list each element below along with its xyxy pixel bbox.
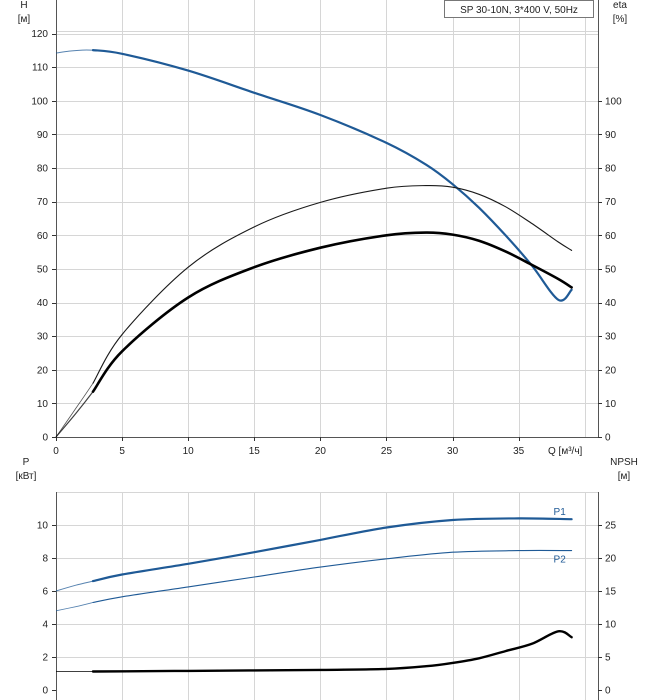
- top-right-tick-label: 70: [605, 197, 617, 208]
- bottom-panel-ticks: 0 2 4 6 8 10 0 5 10 15 20 25: [37, 521, 617, 697]
- x-tick-label: 5: [119, 446, 125, 457]
- top-eta-curve: [92, 185, 573, 384]
- bottom-p2-extension: [55, 602, 94, 612]
- bottom-right-tick-label: 20: [605, 554, 617, 565]
- top-right-tick-label: 0: [605, 433, 611, 444]
- x-tick-label: 10: [183, 446, 195, 457]
- bottom-npsh-curve: [91, 629, 573, 673]
- top-right-tick-label: 20: [605, 365, 617, 376]
- top-right-axis-title: eta: [613, 0, 627, 11]
- top-left-tick-label: 60: [37, 231, 49, 242]
- bottom-panel-grid: [56, 492, 598, 700]
- x-tick-label: 20: [315, 446, 327, 457]
- bottom-right-axis-unit: [м]: [618, 471, 631, 482]
- bottom-p1-curve: [91, 517, 573, 583]
- top-left-tick-label: 70: [37, 197, 49, 208]
- top-h-curve: [91, 49, 573, 302]
- bottom-panel-series: P1 P2: [55, 507, 573, 673]
- top-right-axis-unit: [%]: [613, 14, 628, 25]
- top-left-tick-label: 90: [37, 130, 49, 141]
- top-left-tick-label: 80: [37, 164, 49, 175]
- bottom-right-tick-label: 10: [605, 620, 617, 631]
- bottom-left-tick-label: 10: [37, 521, 49, 532]
- x-tick-label: 30: [447, 446, 459, 457]
- top-right-tick-label: 10: [605, 399, 617, 410]
- top-panel-series: [55, 49, 573, 438]
- bottom-left-tick-label: 6: [42, 587, 48, 598]
- top-left-tick-label: 110: [32, 63, 48, 74]
- top-right-tick-label: 50: [605, 264, 617, 275]
- top-panel-ticks: 0 5 10 15 20 25 30 3501020304050607080901001101…: [31, 29, 622, 457]
- top-left-tick-label: 20: [37, 365, 49, 376]
- series-label-p1: P1: [554, 507, 567, 518]
- x-axis-title: Q [м³/ч]: [548, 446, 583, 457]
- pump-title: SP 30-10N, 3*400 V, 50Hz: [460, 5, 578, 16]
- bottom-right-tick-label: 15: [605, 587, 617, 598]
- top-left-tick-label: 10: [37, 399, 49, 410]
- top-right-tick-label: 40: [605, 298, 617, 309]
- pump-title-box: [444, 0, 594, 18]
- series-label-p2: P2: [554, 555, 567, 566]
- bottom-p2-curve: [92, 549, 573, 604]
- x-tick-label: 0: [53, 446, 59, 457]
- bottom-right-tick-label: 5: [605, 653, 611, 664]
- top-right-tick-label: 30: [605, 332, 617, 343]
- x-tick-label: 25: [381, 446, 393, 457]
- bottom-left-tick-label: 2: [42, 653, 48, 664]
- top-right-tick-label: 80: [605, 164, 617, 175]
- bottom-left-axis-unit: [кВт]: [16, 471, 37, 482]
- top-left-tick-label: 100: [31, 96, 48, 107]
- top-left-tick-label: 0: [42, 433, 48, 444]
- top-left-axis-title: H: [20, 0, 27, 11]
- top-right-tick-label: 100: [605, 96, 622, 107]
- x-tick-label: 15: [249, 446, 261, 457]
- bottom-p1-extension: [55, 580, 94, 592]
- top-left-tick-label: 50: [37, 264, 49, 275]
- x-tick-label: 35: [513, 446, 525, 457]
- top-eta-total-extension: [55, 391, 94, 438]
- top-h-extension: [55, 49, 94, 54]
- top-eta-extension: [55, 382, 94, 438]
- bottom-left-tick-label: 0: [42, 686, 48, 697]
- bottom-right-tick-label: 25: [605, 521, 617, 532]
- bottom-left-tick-label: 4: [42, 620, 48, 631]
- bottom-left-axis-title: P: [23, 457, 30, 468]
- bottom-right-tick-label: 0: [605, 686, 611, 697]
- top-left-axis-unit: [м]: [18, 14, 31, 25]
- top-right-tick-label: 60: [605, 231, 617, 242]
- top-eta-total-curve: [91, 231, 573, 393]
- top-panel-grid: [56, 0, 598, 437]
- top-left-tick-label: 120: [31, 29, 48, 40]
- top-left-tick-label: 30: [37, 332, 49, 343]
- top-right-tick-label: 90: [605, 130, 617, 141]
- bottom-right-axis-title: NPSH: [610, 457, 638, 468]
- top-left-tick-label: 40: [37, 298, 49, 309]
- bottom-left-tick-label: 8: [42, 554, 48, 565]
